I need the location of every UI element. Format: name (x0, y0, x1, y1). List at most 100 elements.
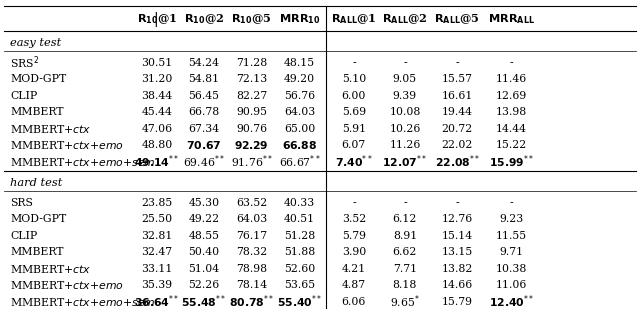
Text: 13.82: 13.82 (442, 264, 473, 274)
Text: 25.50: 25.50 (141, 214, 173, 224)
Text: 9.05: 9.05 (393, 74, 417, 84)
Text: 5.79: 5.79 (342, 231, 366, 241)
Text: 9.71: 9.71 (500, 247, 524, 257)
Text: 90.95: 90.95 (236, 107, 267, 117)
Text: $\mathbf{66.88}$: $\mathbf{66.88}$ (282, 139, 317, 151)
Text: 54.81: 54.81 (188, 74, 220, 84)
Text: 67.34: 67.34 (188, 124, 220, 134)
Text: -: - (510, 58, 513, 68)
Text: easy test: easy test (10, 38, 61, 48)
Text: 11.26: 11.26 (389, 140, 420, 150)
Text: 10.08: 10.08 (389, 107, 420, 117)
Text: 15.57: 15.57 (442, 74, 473, 84)
Text: $\mathbf{22.08}$$^{**}$: $\mathbf{22.08}$$^{**}$ (435, 154, 480, 170)
Text: 9.65$^{*}$: 9.65$^{*}$ (390, 294, 420, 309)
Text: 12.76: 12.76 (442, 214, 473, 224)
Text: |: | (153, 12, 157, 27)
Text: hard test: hard test (10, 178, 63, 188)
Text: 32.47: 32.47 (141, 247, 173, 257)
Text: $\mathbf{80.78}$$^{**}$: $\mathbf{80.78}$$^{**}$ (229, 294, 275, 309)
Text: 33.11: 33.11 (141, 264, 173, 274)
Text: $\mathbf{R_{ALL}}$@1: $\mathbf{R_{ALL}}$@1 (331, 12, 377, 26)
Text: 6.62: 6.62 (393, 247, 417, 257)
Text: 10.26: 10.26 (389, 124, 420, 134)
Text: 5.91: 5.91 (342, 124, 366, 134)
Text: $\mathbf{R_{10}}$@1: $\mathbf{R_{10}}$@1 (137, 12, 177, 26)
Text: 4.21: 4.21 (342, 264, 366, 274)
Text: MMBERT+$\mathit{ctx}$+$\mathit{emo}$+$\mathit{sem}$: MMBERT+$\mathit{ctx}$+$\mathit{emo}$+$\m… (10, 296, 156, 308)
Text: $\mathbf{12.40}$$^{**}$: $\mathbf{12.40}$$^{**}$ (489, 294, 534, 309)
Text: 13.98: 13.98 (496, 107, 527, 117)
Text: -: - (456, 198, 459, 208)
Text: $\mathbf{55.48}$$^{**}$: $\mathbf{55.48}$$^{**}$ (181, 294, 227, 309)
Text: 78.14: 78.14 (236, 281, 268, 290)
Text: 8.18: 8.18 (393, 281, 417, 290)
Text: 72.13: 72.13 (236, 74, 268, 84)
Text: 45.44: 45.44 (141, 107, 173, 117)
Text: -: - (352, 58, 356, 68)
Text: 64.03: 64.03 (236, 214, 268, 224)
Text: $\mathbf{R_{ALL}}$@5: $\mathbf{R_{ALL}}$@5 (435, 12, 480, 26)
Text: 90.76: 90.76 (236, 124, 268, 134)
Text: 5.69: 5.69 (342, 107, 366, 117)
Text: 9.39: 9.39 (393, 91, 417, 101)
Text: 5.10: 5.10 (342, 74, 366, 84)
Text: -: - (352, 198, 356, 208)
Text: MMBERT: MMBERT (10, 107, 64, 117)
Text: $\mathbf{70.67}$: $\mathbf{70.67}$ (186, 139, 221, 151)
Text: 64.03: 64.03 (284, 107, 315, 117)
Text: 15.22: 15.22 (496, 140, 527, 150)
Text: 12.69: 12.69 (496, 91, 527, 101)
Text: 56.76: 56.76 (284, 91, 315, 101)
Text: 6.06: 6.06 (342, 297, 366, 307)
Text: 76.17: 76.17 (236, 231, 268, 241)
Text: 49.20: 49.20 (284, 74, 315, 84)
Text: 40.51: 40.51 (284, 214, 315, 224)
Text: 4.87: 4.87 (342, 281, 366, 290)
Text: -: - (403, 58, 407, 68)
Text: MMBERT+$\mathit{ctx}$: MMBERT+$\mathit{ctx}$ (10, 123, 92, 135)
Text: 78.98: 78.98 (236, 264, 268, 274)
Text: 19.44: 19.44 (442, 107, 473, 117)
Text: 78.32: 78.32 (236, 247, 268, 257)
Text: 23.85: 23.85 (141, 198, 173, 208)
Text: 40.33: 40.33 (284, 198, 315, 208)
Text: 54.24: 54.24 (188, 58, 220, 68)
Text: 6.12: 6.12 (393, 214, 417, 224)
Text: MMBERT+$\mathit{ctx}$+$\mathit{emo}$: MMBERT+$\mathit{ctx}$+$\mathit{emo}$ (10, 139, 124, 151)
Text: 51.28: 51.28 (284, 231, 315, 241)
Text: 91.76$^{**}$: 91.76$^{**}$ (230, 154, 273, 170)
Text: 22.02: 22.02 (442, 140, 473, 150)
Text: $\mathbf{15.99}$$^{**}$: $\mathbf{15.99}$$^{**}$ (489, 154, 534, 170)
Text: 71.28: 71.28 (236, 58, 268, 68)
Text: 30.51: 30.51 (141, 58, 173, 68)
Text: 48.55: 48.55 (188, 231, 220, 241)
Text: 14.66: 14.66 (442, 281, 473, 290)
Text: 3.52: 3.52 (342, 214, 366, 224)
Text: 15.79: 15.79 (442, 297, 473, 307)
Text: 69.46$^{**}$: 69.46$^{**}$ (182, 154, 225, 170)
Text: 47.06: 47.06 (141, 124, 173, 134)
Text: 3.90: 3.90 (342, 247, 366, 257)
Text: $\mathbf{R_{10}}$@2: $\mathbf{R_{10}}$@2 (184, 12, 224, 26)
Text: 53.65: 53.65 (284, 281, 315, 290)
Text: CLIP: CLIP (10, 91, 38, 101)
Text: MMBERT+$\mathit{ctx}$+$\mathit{emo}$: MMBERT+$\mathit{ctx}$+$\mathit{emo}$ (10, 279, 124, 291)
Text: $\mathbf{MRR_{10}}$: $\mathbf{MRR_{10}}$ (279, 12, 321, 26)
Text: 66.78: 66.78 (188, 107, 220, 117)
Text: 11.06: 11.06 (496, 281, 527, 290)
Text: 20.72: 20.72 (442, 124, 473, 134)
Text: $\mathbf{92.29}$: $\mathbf{92.29}$ (234, 139, 269, 151)
Text: MMBERT: MMBERT (10, 247, 64, 257)
Text: 66.67$^{**}$: 66.67$^{**}$ (278, 154, 321, 170)
Text: $\mathbf{55.40}$$^{**}$: $\mathbf{55.40}$$^{**}$ (277, 294, 323, 309)
Text: 32.81: 32.81 (141, 231, 173, 241)
Text: MOD-GPT: MOD-GPT (10, 214, 67, 224)
Text: 48.80: 48.80 (141, 140, 173, 150)
Text: CLIP: CLIP (10, 231, 38, 241)
Text: 35.39: 35.39 (141, 281, 173, 290)
Text: $\mathbf{12.07}$$^{**}$: $\mathbf{12.07}$$^{**}$ (382, 154, 428, 170)
Text: $\mathbf{R_{ALL}}$@2: $\mathbf{R_{ALL}}$@2 (382, 12, 428, 26)
Text: 31.20: 31.20 (141, 74, 173, 84)
Text: 50.40: 50.40 (188, 247, 220, 257)
